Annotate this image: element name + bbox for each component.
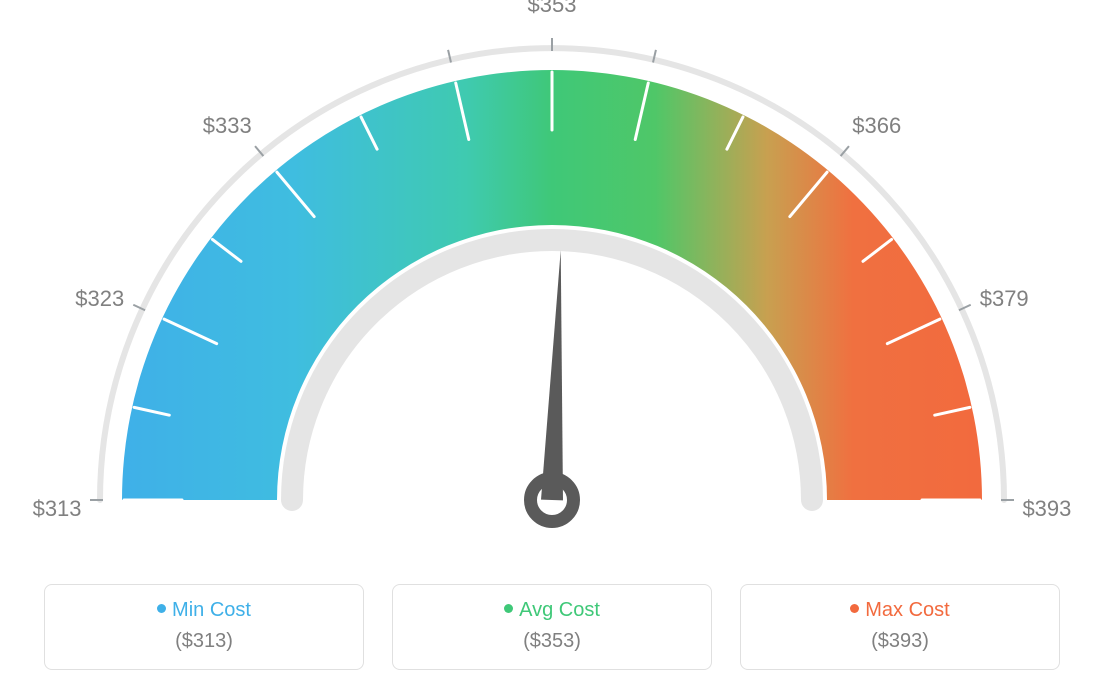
legend-min: Min Cost ($313) [44, 584, 364, 670]
legend-avg: Avg Cost ($353) [392, 584, 712, 670]
tick-label: $323 [75, 286, 124, 312]
dot-icon [850, 604, 859, 613]
dot-icon [157, 604, 166, 613]
gauge-chart-container: $313 $323 $333 $353 $366 $379 $393 Min Cost ($… [0, 0, 1104, 690]
legend-avg-label: Avg Cost [519, 599, 600, 621]
tick-label: $353 [528, 0, 577, 18]
dot-icon [504, 604, 513, 613]
legend-min-title: Min Cost [63, 599, 345, 622]
tick-label: $333 [203, 113, 252, 139]
legend-max-value: ($393) [759, 630, 1041, 653]
legend-avg-value: ($353) [411, 630, 693, 653]
legend-row: Min Cost ($313) Avg Cost ($353) Max Cost… [0, 584, 1104, 670]
tick-label: $313 [33, 496, 82, 522]
tick-label: $379 [980, 286, 1029, 312]
legend-min-label: Min Cost [172, 599, 251, 621]
gauge: $313 $323 $333 $353 $366 $379 $393 [0, 0, 1104, 560]
legend-avg-title: Avg Cost [411, 599, 693, 622]
legend-max-label: Max Cost [865, 599, 949, 621]
legend-max: Max Cost ($393) [740, 584, 1060, 670]
tick-label: $393 [1022, 496, 1071, 522]
legend-max-title: Max Cost [759, 599, 1041, 622]
tick-label: $366 [852, 113, 901, 139]
legend-min-value: ($313) [63, 630, 345, 653]
gauge-svg [0, 0, 1104, 560]
